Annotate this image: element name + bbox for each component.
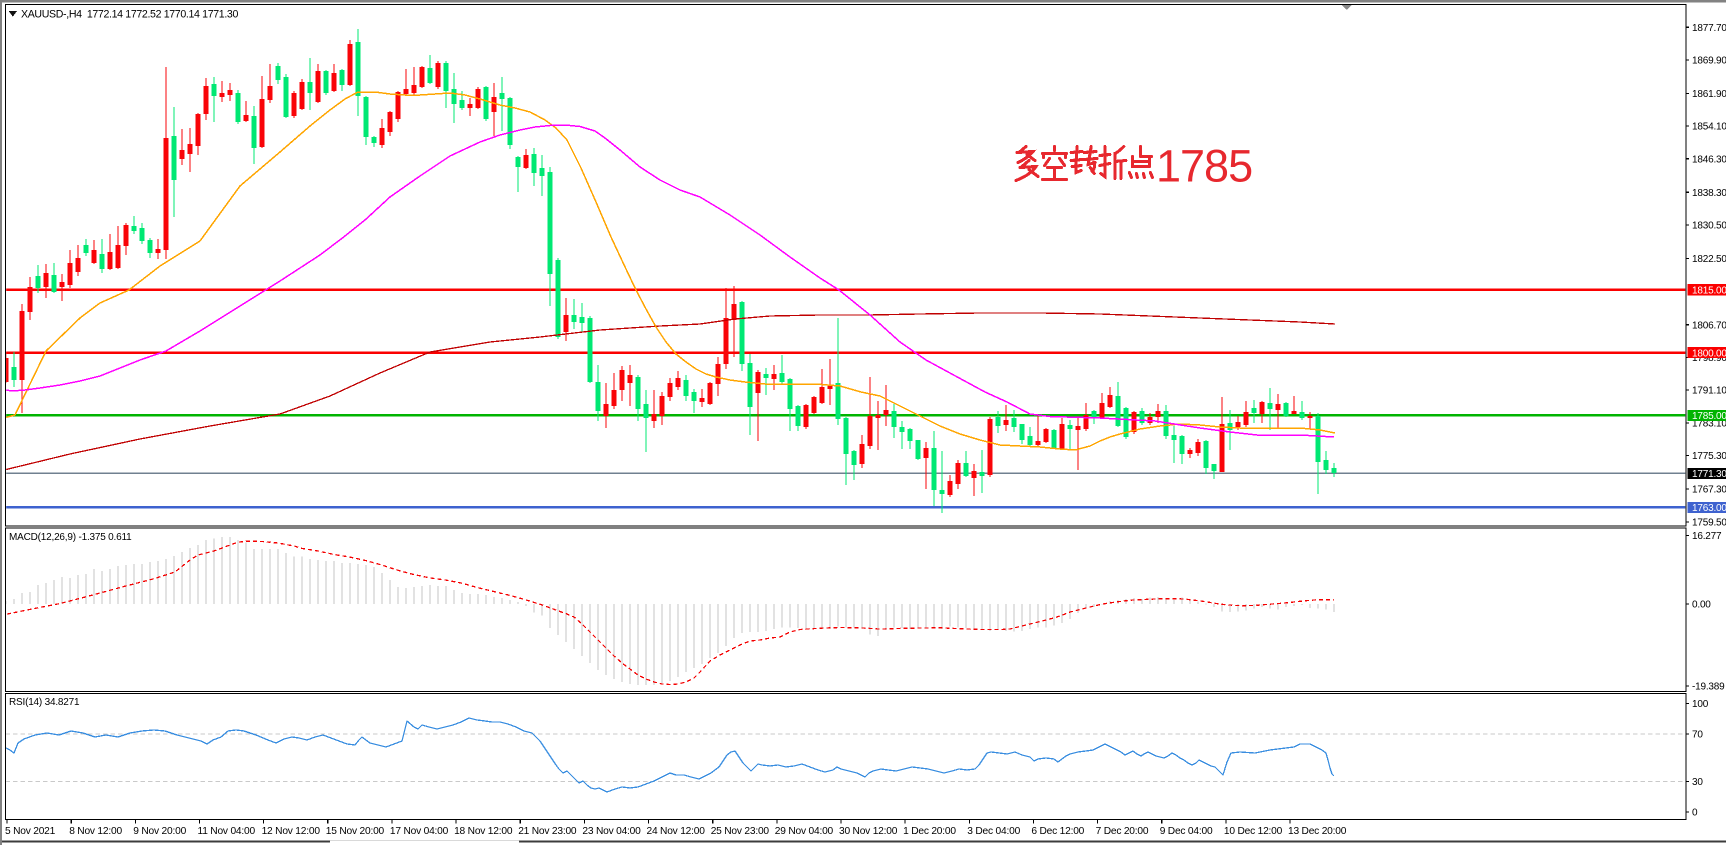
svg-text:3 Dec 04:00: 3 Dec 04:00 bbox=[967, 826, 1020, 837]
svg-text:6 Dec 12:00: 6 Dec 12:00 bbox=[1031, 826, 1084, 837]
svg-text:13 Dec 20:00: 13 Dec 20:00 bbox=[1288, 826, 1347, 837]
svg-text:1791.10: 1791.10 bbox=[1692, 386, 1726, 397]
svg-text:70: 70 bbox=[1692, 730, 1703, 741]
svg-text:9 Nov 20:00: 9 Nov 20:00 bbox=[133, 826, 186, 837]
svg-text:1785: 1785 bbox=[1156, 141, 1252, 192]
svg-text:21 Nov 23:00: 21 Nov 23:00 bbox=[518, 826, 577, 837]
svg-text:1846.30: 1846.30 bbox=[1692, 154, 1726, 165]
svg-text:1815.00: 1815.00 bbox=[1692, 286, 1726, 297]
svg-text:5 Nov 2021: 5 Nov 2021 bbox=[5, 826, 56, 837]
svg-text:7 Dec 20:00: 7 Dec 20:00 bbox=[1096, 826, 1149, 837]
svg-text:RSI(14) 34.8271: RSI(14) 34.8271 bbox=[9, 697, 80, 708]
svg-text:1800.00: 1800.00 bbox=[1692, 348, 1726, 359]
svg-text:0: 0 bbox=[1692, 808, 1698, 819]
svg-text:11 Nov 04:00: 11 Nov 04:00 bbox=[198, 826, 256, 837]
svg-text:17 Nov 04:00: 17 Nov 04:00 bbox=[390, 826, 449, 837]
svg-text:1783.10: 1783.10 bbox=[1692, 419, 1726, 430]
svg-text:1854.10: 1854.10 bbox=[1692, 122, 1726, 133]
svg-text:100: 100 bbox=[1692, 699, 1709, 710]
svg-text:8 Nov 12:00: 8 Nov 12:00 bbox=[69, 826, 122, 837]
svg-text:1763.00: 1763.00 bbox=[1692, 503, 1726, 514]
svg-text:1861.90: 1861.90 bbox=[1692, 89, 1726, 100]
svg-text:18 Nov 12:00: 18 Nov 12:00 bbox=[454, 826, 513, 837]
svg-text:XAUUSD-,H4 1772.14 1772.52 17: XAUUSD-,H4 1772.14 1772.52 1770.14 1771.… bbox=[21, 9, 238, 21]
svg-text:16.277: 16.277 bbox=[1692, 531, 1722, 542]
svg-text:10 Dec 12:00: 10 Dec 12:00 bbox=[1224, 826, 1283, 837]
svg-text:1785.00: 1785.00 bbox=[1692, 411, 1726, 422]
svg-text:1 Dec 20:00: 1 Dec 20:00 bbox=[903, 826, 956, 837]
svg-text:9 Dec 04:00: 9 Dec 04:00 bbox=[1160, 826, 1213, 837]
svg-text:1775.30: 1775.30 bbox=[1692, 451, 1726, 462]
svg-text:29 Nov 04:00: 29 Nov 04:00 bbox=[775, 826, 834, 837]
svg-text:1822.50: 1822.50 bbox=[1692, 254, 1726, 265]
svg-text:1877.70: 1877.70 bbox=[1692, 23, 1726, 34]
svg-text:12 Nov 12:00: 12 Nov 12:00 bbox=[262, 826, 321, 837]
svg-text:30 Nov 12:00: 30 Nov 12:00 bbox=[839, 826, 898, 837]
svg-text:25 Nov 23:00: 25 Nov 23:00 bbox=[711, 826, 770, 837]
svg-text:15 Nov 20:00: 15 Nov 20:00 bbox=[326, 826, 385, 837]
svg-text:30: 30 bbox=[1692, 777, 1703, 788]
svg-text:1838.30: 1838.30 bbox=[1692, 188, 1726, 199]
svg-text:1869.90: 1869.90 bbox=[1692, 56, 1726, 67]
svg-text:24 Nov 12:00: 24 Nov 12:00 bbox=[647, 826, 706, 837]
svg-text:MACD(12,26,9) -1.375 0.611: MACD(12,26,9) -1.375 0.611 bbox=[9, 532, 132, 543]
svg-text:1830.50: 1830.50 bbox=[1692, 220, 1726, 231]
svg-text:23 Nov 04:00: 23 Nov 04:00 bbox=[582, 826, 641, 837]
svg-text:1806.70: 1806.70 bbox=[1692, 320, 1726, 331]
svg-text:1771.30: 1771.30 bbox=[1692, 469, 1726, 480]
svg-text:0.00: 0.00 bbox=[1692, 599, 1711, 610]
svg-text:-19.389: -19.389 bbox=[1692, 682, 1725, 693]
svg-text:1767.30: 1767.30 bbox=[1692, 485, 1726, 496]
svg-text:1759.50: 1759.50 bbox=[1692, 517, 1726, 528]
svg-text:1798.90: 1798.90 bbox=[1692, 353, 1726, 364]
